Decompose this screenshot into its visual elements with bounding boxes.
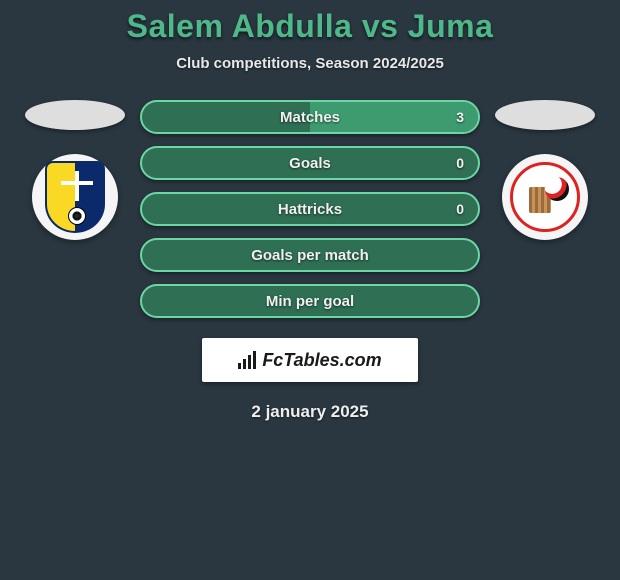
stat-row: Goals 0 bbox=[140, 146, 480, 180]
stat-row: Min per goal bbox=[140, 284, 480, 318]
stat-right-value: 3 bbox=[456, 109, 464, 125]
stat-right-value: 0 bbox=[456, 201, 464, 217]
content-row: Matches 3 Goals 0 Hattricks 0 Goals per match M… bbox=[0, 100, 620, 318]
right-player-column bbox=[490, 100, 600, 240]
comparison-card: Salem Abdulla vs Juma Club competitions,… bbox=[0, 0, 620, 422]
soccer-ball-icon bbox=[68, 207, 86, 225]
footer-brand-text: FcTables.com bbox=[262, 350, 381, 371]
subtitle: Club competitions, Season 2024/2025 bbox=[176, 55, 444, 72]
stat-label: Goals per match bbox=[251, 247, 369, 264]
stat-right-value: 0 bbox=[456, 155, 464, 171]
generated-date: 2 january 2025 bbox=[251, 402, 368, 422]
right-player-placeholder-icon bbox=[495, 100, 595, 130]
left-club-shield-icon bbox=[45, 161, 105, 233]
stat-label: Min per goal bbox=[266, 293, 354, 310]
footer-brand-badge[interactable]: FcTables.com bbox=[202, 338, 418, 382]
page-title: Salem Abdulla vs Juma bbox=[127, 8, 494, 45]
stat-row: Goals per match bbox=[140, 238, 480, 272]
bar-chart-icon bbox=[238, 351, 256, 369]
stats-list: Matches 3 Goals 0 Hattricks 0 Goals per match M… bbox=[140, 100, 480, 318]
stat-label: Hattricks bbox=[278, 201, 342, 218]
stat-label: Matches bbox=[280, 109, 340, 126]
right-club-badge bbox=[502, 154, 588, 240]
left-player-column bbox=[20, 100, 130, 240]
left-player-placeholder-icon bbox=[25, 100, 125, 130]
stat-label: Goals bbox=[289, 155, 331, 172]
left-club-badge bbox=[32, 154, 118, 240]
right-club-emblem-icon bbox=[510, 162, 580, 232]
stat-row: Hattricks 0 bbox=[140, 192, 480, 226]
stat-row: Matches 3 bbox=[140, 100, 480, 134]
